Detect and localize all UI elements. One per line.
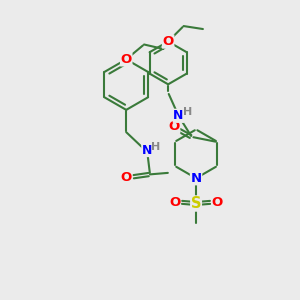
Text: N: N: [142, 143, 152, 157]
Text: N: N: [173, 109, 184, 122]
Text: O: O: [212, 196, 223, 208]
Text: H: H: [151, 142, 160, 152]
Text: O: O: [121, 53, 132, 66]
Text: O: O: [121, 171, 132, 184]
Text: S: S: [191, 196, 201, 211]
Text: N: N: [190, 172, 202, 185]
Text: O: O: [169, 196, 180, 208]
Text: H: H: [183, 107, 193, 117]
Text: O: O: [169, 120, 180, 133]
Text: O: O: [163, 35, 174, 48]
